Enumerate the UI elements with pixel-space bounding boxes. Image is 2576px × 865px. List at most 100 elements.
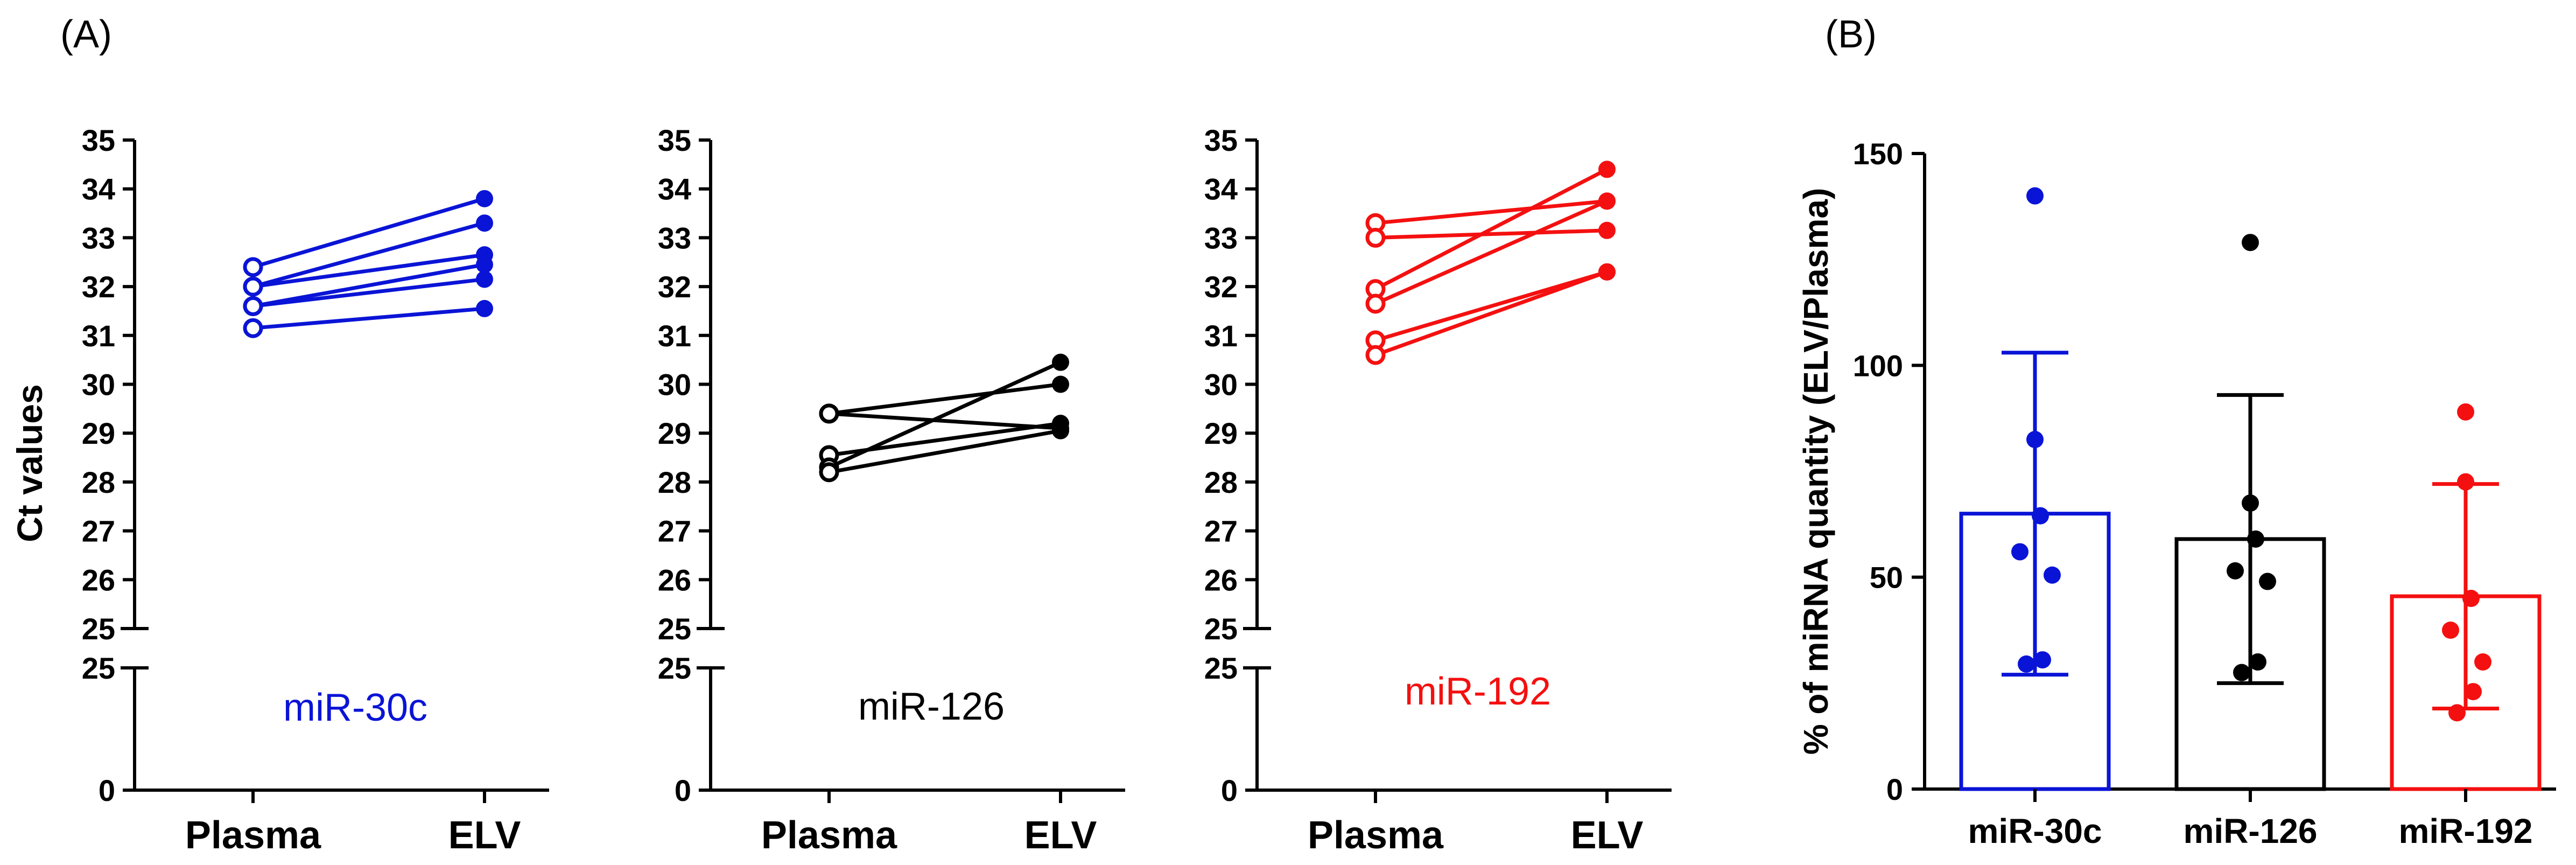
- plasma-point: [243, 296, 263, 316]
- data-point: [2249, 653, 2266, 671]
- plasma-point: [819, 403, 839, 424]
- pair-line: [1375, 199, 1608, 225]
- y-tick-label: 50: [1870, 561, 1903, 595]
- pair-line: [252, 197, 485, 269]
- data-point: [2442, 622, 2459, 639]
- y-tick-label: 25: [658, 612, 691, 646]
- panel-label-a: (A): [60, 13, 112, 56]
- panel-b-bar-chart: 0 50 100 150 % of miRNA quantity (ELV/Plasma…: [1796, 137, 2556, 850]
- y-tick-label: 35: [658, 123, 691, 157]
- data-point: [2044, 566, 2061, 584]
- pair-line: [829, 411, 1061, 430]
- elv-point: [1598, 221, 1616, 239]
- elv-point: [476, 214, 493, 232]
- y-tick-label: 33: [658, 221, 691, 255]
- plasma-point: [1365, 227, 1386, 248]
- data-point: [2465, 683, 2482, 701]
- x-tick-label: ELV: [448, 814, 521, 857]
- y-tick-label: 25: [658, 651, 691, 685]
- y-tick-label: 33: [1204, 221, 1238, 255]
- series-name-label: miR-30c: [283, 686, 427, 729]
- x-tick-label: ELV: [1024, 814, 1097, 857]
- y-tick-label: 35: [82, 123, 115, 157]
- y-tick-label: 25: [1204, 612, 1238, 646]
- pair-line: [252, 306, 485, 330]
- y-tick-label: 25: [82, 612, 115, 646]
- pair-line: [1374, 168, 1608, 291]
- x-tick-label: Plasma: [185, 814, 321, 857]
- y-tick-label: 26: [658, 563, 691, 597]
- y-tick-label: 0: [675, 773, 691, 807]
- y-tick-label: 27: [82, 514, 115, 548]
- elv-point: [1052, 422, 1069, 440]
- y-tick-label: 150: [1853, 137, 1903, 171]
- data-point: [2462, 590, 2480, 607]
- data-point: [2457, 473, 2474, 491]
- data-point: [2448, 704, 2466, 722]
- elv-point: [1598, 263, 1616, 281]
- y-tick-label: 27: [1204, 514, 1238, 548]
- data-point: [2034, 651, 2051, 669]
- data-point: [2026, 431, 2044, 448]
- y-tick-label: 28: [82, 465, 115, 499]
- data-point: [2242, 234, 2259, 252]
- data-point: [2026, 187, 2044, 205]
- data-point: [2247, 530, 2264, 548]
- plasma-point: [1365, 294, 1386, 314]
- elv-point: [1052, 375, 1069, 393]
- plasma-point: [243, 318, 263, 338]
- plasma-point: [819, 462, 839, 483]
- y-tick-label: 32: [1204, 270, 1238, 304]
- panel-label-b: (B): [1825, 13, 1877, 56]
- y-tick-label: 29: [1204, 416, 1238, 450]
- y-tick-label: 0: [1886, 772, 1903, 806]
- y-tick-label: 30: [658, 368, 691, 402]
- elv-point: [1598, 192, 1616, 210]
- plasma-point: [243, 257, 263, 277]
- data-point: [2259, 573, 2276, 590]
- x-tick-label: miR-192: [2399, 812, 2533, 850]
- x-tick-label: miR-30c: [1968, 812, 2102, 850]
- bar-group-1: miR-126: [2174, 234, 2326, 850]
- y-tick-label: 29: [658, 416, 691, 450]
- y-tick-label: 32: [658, 270, 691, 304]
- y-tick-label: 30: [1204, 368, 1238, 402]
- elv-point: [476, 256, 493, 274]
- y-tick-label: 29: [82, 416, 115, 450]
- data-point: [2011, 543, 2028, 561]
- pair-line: [1375, 228, 1608, 240]
- y-tick-label: 31: [1204, 319, 1238, 353]
- elv-point: [476, 190, 493, 207]
- series-name-label: miR-192: [1405, 670, 1551, 713]
- elv-point: [476, 299, 493, 317]
- pair-line: [252, 277, 485, 308]
- plasma-point: [243, 276, 263, 297]
- x-tick-label: miR-126: [2184, 812, 2318, 850]
- pair-line: [829, 382, 1061, 416]
- pair-line: [1375, 270, 1608, 343]
- y-tick-label: 25: [1204, 651, 1238, 685]
- bar-group-2: miR-192: [2390, 403, 2542, 850]
- pair-line: [1374, 199, 1608, 306]
- elv-point: [1598, 161, 1616, 178]
- y-tick-label: 32: [82, 270, 115, 304]
- pair-line: [252, 221, 485, 289]
- elv-point: [1052, 353, 1069, 371]
- pair-line: [828, 360, 1062, 469]
- y-tick-label: 31: [82, 319, 115, 353]
- data-point: [2242, 494, 2259, 512]
- y-axis-title: Ct values: [10, 384, 50, 542]
- data-point: [2474, 653, 2491, 671]
- y-tick-label: 27: [658, 514, 691, 548]
- data-point: [2227, 562, 2244, 580]
- y-tick-label: 31: [658, 319, 691, 353]
- y-tick-label: 28: [658, 465, 691, 499]
- data-point: [2233, 664, 2250, 681]
- series-name-label: miR-126: [858, 685, 1005, 728]
- y-tick-label: 33: [82, 221, 115, 255]
- data-point: [2032, 507, 2049, 525]
- x-tick-label: Plasma: [761, 814, 897, 857]
- pair-line: [252, 262, 485, 308]
- y-axis-title: % of miRNA quantity (ELV/Plasma): [1796, 188, 1835, 755]
- data-point: [2018, 655, 2035, 673]
